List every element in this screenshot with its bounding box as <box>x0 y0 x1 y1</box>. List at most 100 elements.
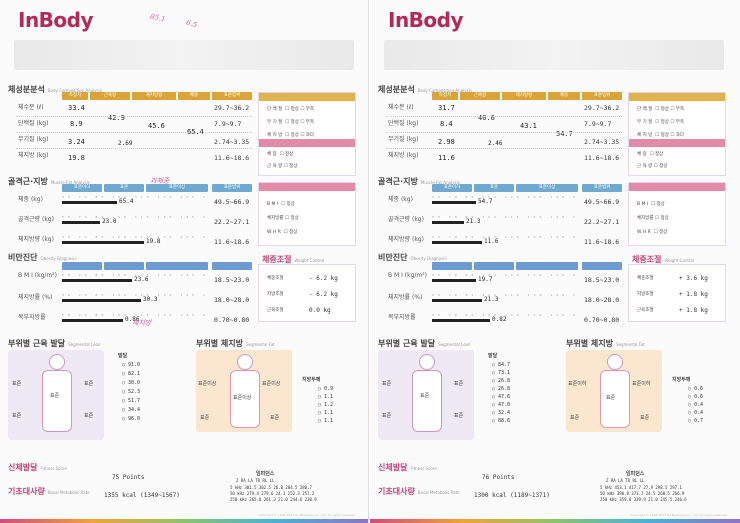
wc-label: 지방조절 <box>267 292 284 297</box>
fitness-title: 신체발달 Fitness Score <box>378 463 437 472</box>
comp-value-mineral: 2.98 <box>438 138 455 146</box>
body-figure-icon <box>42 370 72 432</box>
bar-value: 54.7 <box>478 198 493 205</box>
wc-label: 체중조절 <box>637 276 654 281</box>
bar-row-label: B M I (kg/m²) <box>388 272 428 279</box>
lean-left-leg: 표준 <box>382 413 392 419</box>
body-figure-icon <box>600 370 630 428</box>
panel-item: 체 중 ☐ 정상 <box>267 152 294 157</box>
comp-header-muscle: 근육량 <box>460 92 500 100</box>
comp-label-protein: 단백질 (kg) <box>18 120 49 127</box>
panel-item: 체 중 ☐ 정상 <box>637 152 664 157</box>
comp-header-weight: 체중 <box>178 92 210 100</box>
impedance-row: 5 kHz 301.5 302.5 26.0 284.5 280.7 <box>230 485 312 490</box>
bar-row-label: 골격근량 (kg) <box>388 216 424 223</box>
body-figure-icon <box>237 354 253 370</box>
comp-header-range: 표준범위 <box>582 92 622 100</box>
comp-range-protein: 7.9~9.7 <box>584 120 612 128</box>
segment-value: ○ 26.8 <box>492 378 511 384</box>
bar-value: 30.3 <box>143 296 158 303</box>
bar-range: 49.5~66.9 <box>584 198 620 206</box>
fitness-title: 신체발달 Fitness Score <box>8 463 67 472</box>
comp-range-fat: 11.6~18.6 <box>214 154 250 162</box>
copyright: Copyright © 1996-2007 by Biospace Co., L… <box>630 513 728 517</box>
comp-nonosseous-value: 2.46 <box>488 140 503 147</box>
bar-row-label: 체지방률 (%) <box>18 294 53 301</box>
impedance-row: 250 kHz 265.0 261.3 21.0 244.6 230.9 <box>230 497 317 502</box>
bar-value: 11.6 <box>484 238 499 245</box>
bar-scale: 55 70 85 100 115 130 145 160 175 190 205 <box>62 313 208 316</box>
report-sheet-right: InBody 체성분분석 Body Composition Analysis 측정… <box>370 0 740 523</box>
handwritten-note: 체지방 <box>132 319 152 327</box>
comp-ffm-value: 45.6 <box>148 122 165 130</box>
fat-side-title: 지방두께 <box>302 377 321 383</box>
segment-value: ○ 52.3 <box>122 389 141 395</box>
comp-muscle-value: 40.6 <box>478 114 495 122</box>
fat-left-arm: 표준이상 <box>198 381 217 387</box>
ob-header-over <box>146 262 208 270</box>
segment-value: ○ 30.0 <box>122 380 141 386</box>
fat-left-arm: 표준이하 <box>568 381 587 387</box>
impedance-title: 임피던스 <box>256 471 275 477</box>
bar-range: 0.70~0.80 <box>214 316 250 324</box>
color-footer <box>0 519 368 523</box>
bar-range: 22.2~27.1 <box>584 218 620 226</box>
bar-value: 21.3 <box>466 218 481 225</box>
panel-item: 체지방률 ☐ 정상 <box>267 216 299 221</box>
body-figure-icon <box>230 370 260 428</box>
impedance-row: 250 kHz 359.8 339.9 21.0 245.5 246.6 <box>600 497 687 502</box>
bar-row-label: 복부지방률 <box>388 314 416 321</box>
wc-value: - 6.2 kg <box>309 275 338 282</box>
bar-value: 19.8 <box>146 238 161 245</box>
handwritten-note: 과체중 <box>150 177 170 185</box>
impedance-header: Z RA LA TR RL LL <box>606 478 645 483</box>
value-bar <box>432 241 482 244</box>
bar-range: 11.6~18.6 <box>214 238 250 246</box>
fitness-value: 76 Points <box>482 474 515 481</box>
value-bar <box>62 201 117 204</box>
bar-scale: 55 70 85 100 115 130 145 160 175 190 205 <box>432 273 578 276</box>
fat-right-leg: 표준 <box>270 415 280 421</box>
ob-header-normal <box>474 262 514 270</box>
bar-range: 18.5~23.0 <box>214 276 250 284</box>
value-bar <box>432 319 490 322</box>
weight-control-panel: 체중조절 + 3.6 kg 지방조절 + 1.8 kg 근육조절 + 1.8 k… <box>628 264 726 322</box>
comp-header-range: 표준범위 <box>212 92 252 100</box>
comp-value-protein: 8.9 <box>70 120 83 128</box>
value-bar <box>432 201 476 204</box>
fat-right-arm: 표준이상 <box>262 381 281 387</box>
bar-scale: 55 70 85 100 115 130 145 160 175 190 205 <box>62 215 208 218</box>
fat-right-leg: 표준 <box>640 415 650 421</box>
panel-header <box>629 93 725 101</box>
copyright: Copyright © 1996-2007 by Biospace Co., L… <box>258 513 356 517</box>
wc-label: 근육조절 <box>267 308 284 313</box>
segment-value: ○ 0.6 <box>688 386 704 392</box>
lean-left-leg: 표준 <box>12 413 22 419</box>
lean-right-arm: 표준 <box>84 381 94 387</box>
body-figure-icon <box>419 354 435 370</box>
segment-value: ○ 47.0 <box>492 402 511 408</box>
bar-value: 19.7 <box>478 276 493 283</box>
fat-eval-panel: B M I ☐ 정상 체지방률 ☐ 정상 W H R ☐ 정상 <box>258 182 356 246</box>
impedance-row: 50 kHz 398.8 373.7 24.5 268.5 266.9 <box>600 491 685 496</box>
handwritten-note: 6.5 <box>185 18 199 30</box>
bar-scale: 55 70 85 100 115 130 145 160 175 190 205 <box>62 195 208 198</box>
inbody-logo: InBody <box>18 8 94 32</box>
panel-item: W H R ☐ 정상 <box>267 230 298 235</box>
mf-header-range: 표준범위 <box>582 184 622 192</box>
bar-range: 18.0~28.0 <box>214 296 250 304</box>
divider <box>386 116 622 117</box>
body-figure-icon <box>607 354 623 370</box>
weight-control-panel: 체중조절 - 6.2 kg 지방조절 - 6.2 kg 근육조절 0.0 kg <box>258 264 356 322</box>
comp-label-protein: 단백질 (kg) <box>388 120 419 127</box>
mf-header-normal: 표준 <box>104 184 144 192</box>
fat-side-title: 지방두께 <box>672 377 691 383</box>
segmental-fat-title: 부위별 체지방 Segmental Fat <box>196 339 275 348</box>
segment-value: ○ 1.1 <box>318 394 334 400</box>
mf-header-over: 표준이상 <box>146 184 208 192</box>
fat-left-leg: 표준 <box>570 415 580 421</box>
bmr-title: 기초대사량 Basal Metabolic Rate <box>8 487 90 496</box>
value-bar <box>62 319 123 322</box>
bmr-value: 1355 kcal (1349~1567) <box>104 492 180 499</box>
comp-header-measured: 측정치 <box>432 92 458 100</box>
